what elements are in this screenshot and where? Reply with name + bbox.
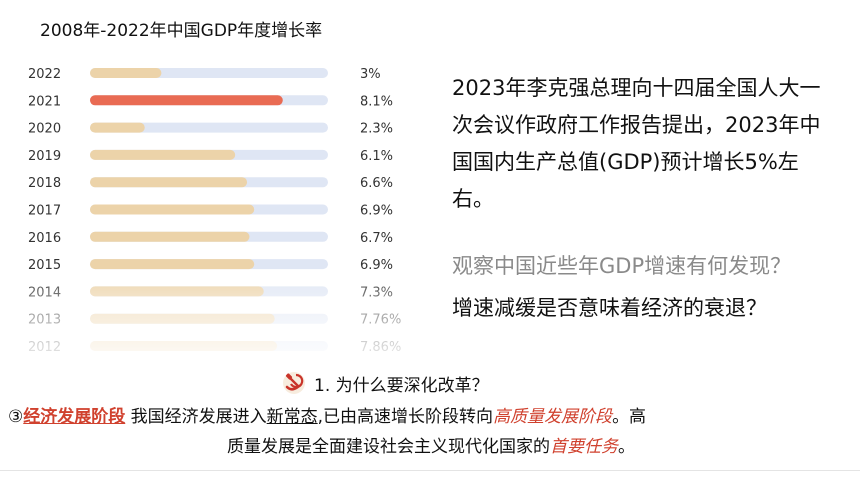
year-label: 2012 bbox=[28, 340, 61, 355]
bar-row-2017: 2017 6.9% bbox=[28, 204, 393, 219]
bar-track bbox=[90, 122, 328, 133]
paragraph-line-1: ③经济发展阶段 我国经济发展进入新常态,已由高速增长阶段转向高质量发展阶段。高 bbox=[8, 402, 854, 432]
value-label: 7.76% bbox=[360, 313, 401, 328]
section-title-economic-stage: 经济发展阶段 bbox=[23, 407, 126, 427]
year-label: 2016 bbox=[28, 231, 61, 246]
paragraph-text: 我国经济发展进入 bbox=[125, 407, 267, 427]
bar-row-2016: 2016 6.7% bbox=[28, 231, 393, 246]
bar-2014 bbox=[90, 286, 264, 297]
item-number: ③ bbox=[8, 407, 24, 427]
value-label: 2.3% bbox=[360, 122, 393, 137]
year-label: 2021 bbox=[28, 94, 61, 109]
value-label: 7.86% bbox=[360, 340, 401, 355]
bar-2019 bbox=[90, 149, 236, 160]
year-label: 2019 bbox=[28, 149, 61, 164]
year-label: 2015 bbox=[28, 258, 61, 273]
heading-text: 1. 为什么要深化改革？ bbox=[314, 375, 489, 396]
economic-stage-paragraph: ③经济发展阶段 我国经济发展进入新常态,已由高速增长阶段转向高质量发展阶段。高 … bbox=[8, 402, 854, 462]
term-high-quality-stage: 高质量发展阶段 bbox=[493, 407, 613, 427]
bar-2017 bbox=[90, 204, 255, 215]
bar-2013 bbox=[90, 313, 275, 324]
bar-row-2018: 2018 6.6% bbox=[28, 176, 393, 191]
value-label: 6.1% bbox=[360, 149, 393, 164]
paragraph-text: 质量发展是全面建设社会主义现代化国家的 bbox=[227, 437, 550, 457]
value-label: 8.1% bbox=[360, 94, 393, 109]
bar-2022 bbox=[90, 68, 162, 78]
value-label: 6.6% bbox=[360, 176, 393, 191]
year-label: 2018 bbox=[28, 176, 61, 191]
year-label: 2020 bbox=[28, 122, 61, 137]
bar-row-2019: 2019 6.1% bbox=[28, 149, 393, 164]
value-label: 6.9% bbox=[360, 258, 393, 273]
term-new-normal: 新常态 bbox=[266, 407, 318, 427]
gdp-growth-bar-chart: 2022 3%2021 8.1%2020 2.3%2019 6.1%2018 6.6%20… bbox=[28, 67, 401, 355]
bar-row-2020: 2020 2.3% bbox=[28, 122, 393, 137]
bar-row-2021: 2021 8.1% bbox=[28, 94, 393, 109]
year-label: 2017 bbox=[28, 204, 61, 219]
bar-2018 bbox=[90, 177, 248, 188]
paragraph-line-2: 质量发展是全面建设社会主义现代化国家的首要任务。 bbox=[8, 432, 854, 462]
bar-row-2014: 2014 7.3% bbox=[28, 285, 393, 300]
value-label: 6.9% bbox=[360, 204, 393, 219]
party-emblem-icon bbox=[283, 372, 305, 394]
year-label: 2022 bbox=[28, 67, 61, 82]
year-label: 2013 bbox=[28, 313, 61, 328]
bar-2015 bbox=[90, 259, 255, 270]
bottom-divider bbox=[0, 470, 860, 471]
term-primary-task: 首要任务 bbox=[550, 437, 618, 457]
bar-row-2022: 2022 3% bbox=[28, 67, 381, 82]
question-gdp-trend: 观察中国近些年GDP增速有何发现？ bbox=[452, 254, 792, 278]
gdp-target-text: 2023年李克强总理向十四届全国人大一次会议作政府工作报告提出，2023年中国国… bbox=[452, 76, 821, 211]
bar-row-2012: 2012 7.86% bbox=[28, 340, 401, 355]
chart-title: 2008年-2022年中国GDP年度增长率 bbox=[40, 21, 323, 41]
paragraph-text: 。 bbox=[618, 437, 635, 457]
value-label: 6.7% bbox=[360, 231, 393, 246]
bar-2016 bbox=[90, 231, 250, 242]
bar-2021 bbox=[90, 95, 283, 106]
question-economic-recession: 增速减缓是否意味着经济的衰退？ bbox=[452, 296, 767, 320]
year-label: 2014 bbox=[28, 285, 61, 300]
paragraph-text: ,已由高速增长阶段转向 bbox=[317, 407, 494, 427]
value-label: 7.3% bbox=[360, 285, 393, 300]
bar-2012 bbox=[90, 341, 278, 351]
bar-row-2013: 2013 7.76% bbox=[28, 313, 401, 328]
bar-2020 bbox=[90, 122, 145, 133]
section-heading: 1. 为什么要深化改革？ bbox=[282, 370, 489, 396]
value-label: 3% bbox=[360, 67, 381, 82]
bar-row-2015: 2015 6.9% bbox=[28, 258, 393, 273]
paragraph-text: 。高 bbox=[612, 407, 647, 427]
